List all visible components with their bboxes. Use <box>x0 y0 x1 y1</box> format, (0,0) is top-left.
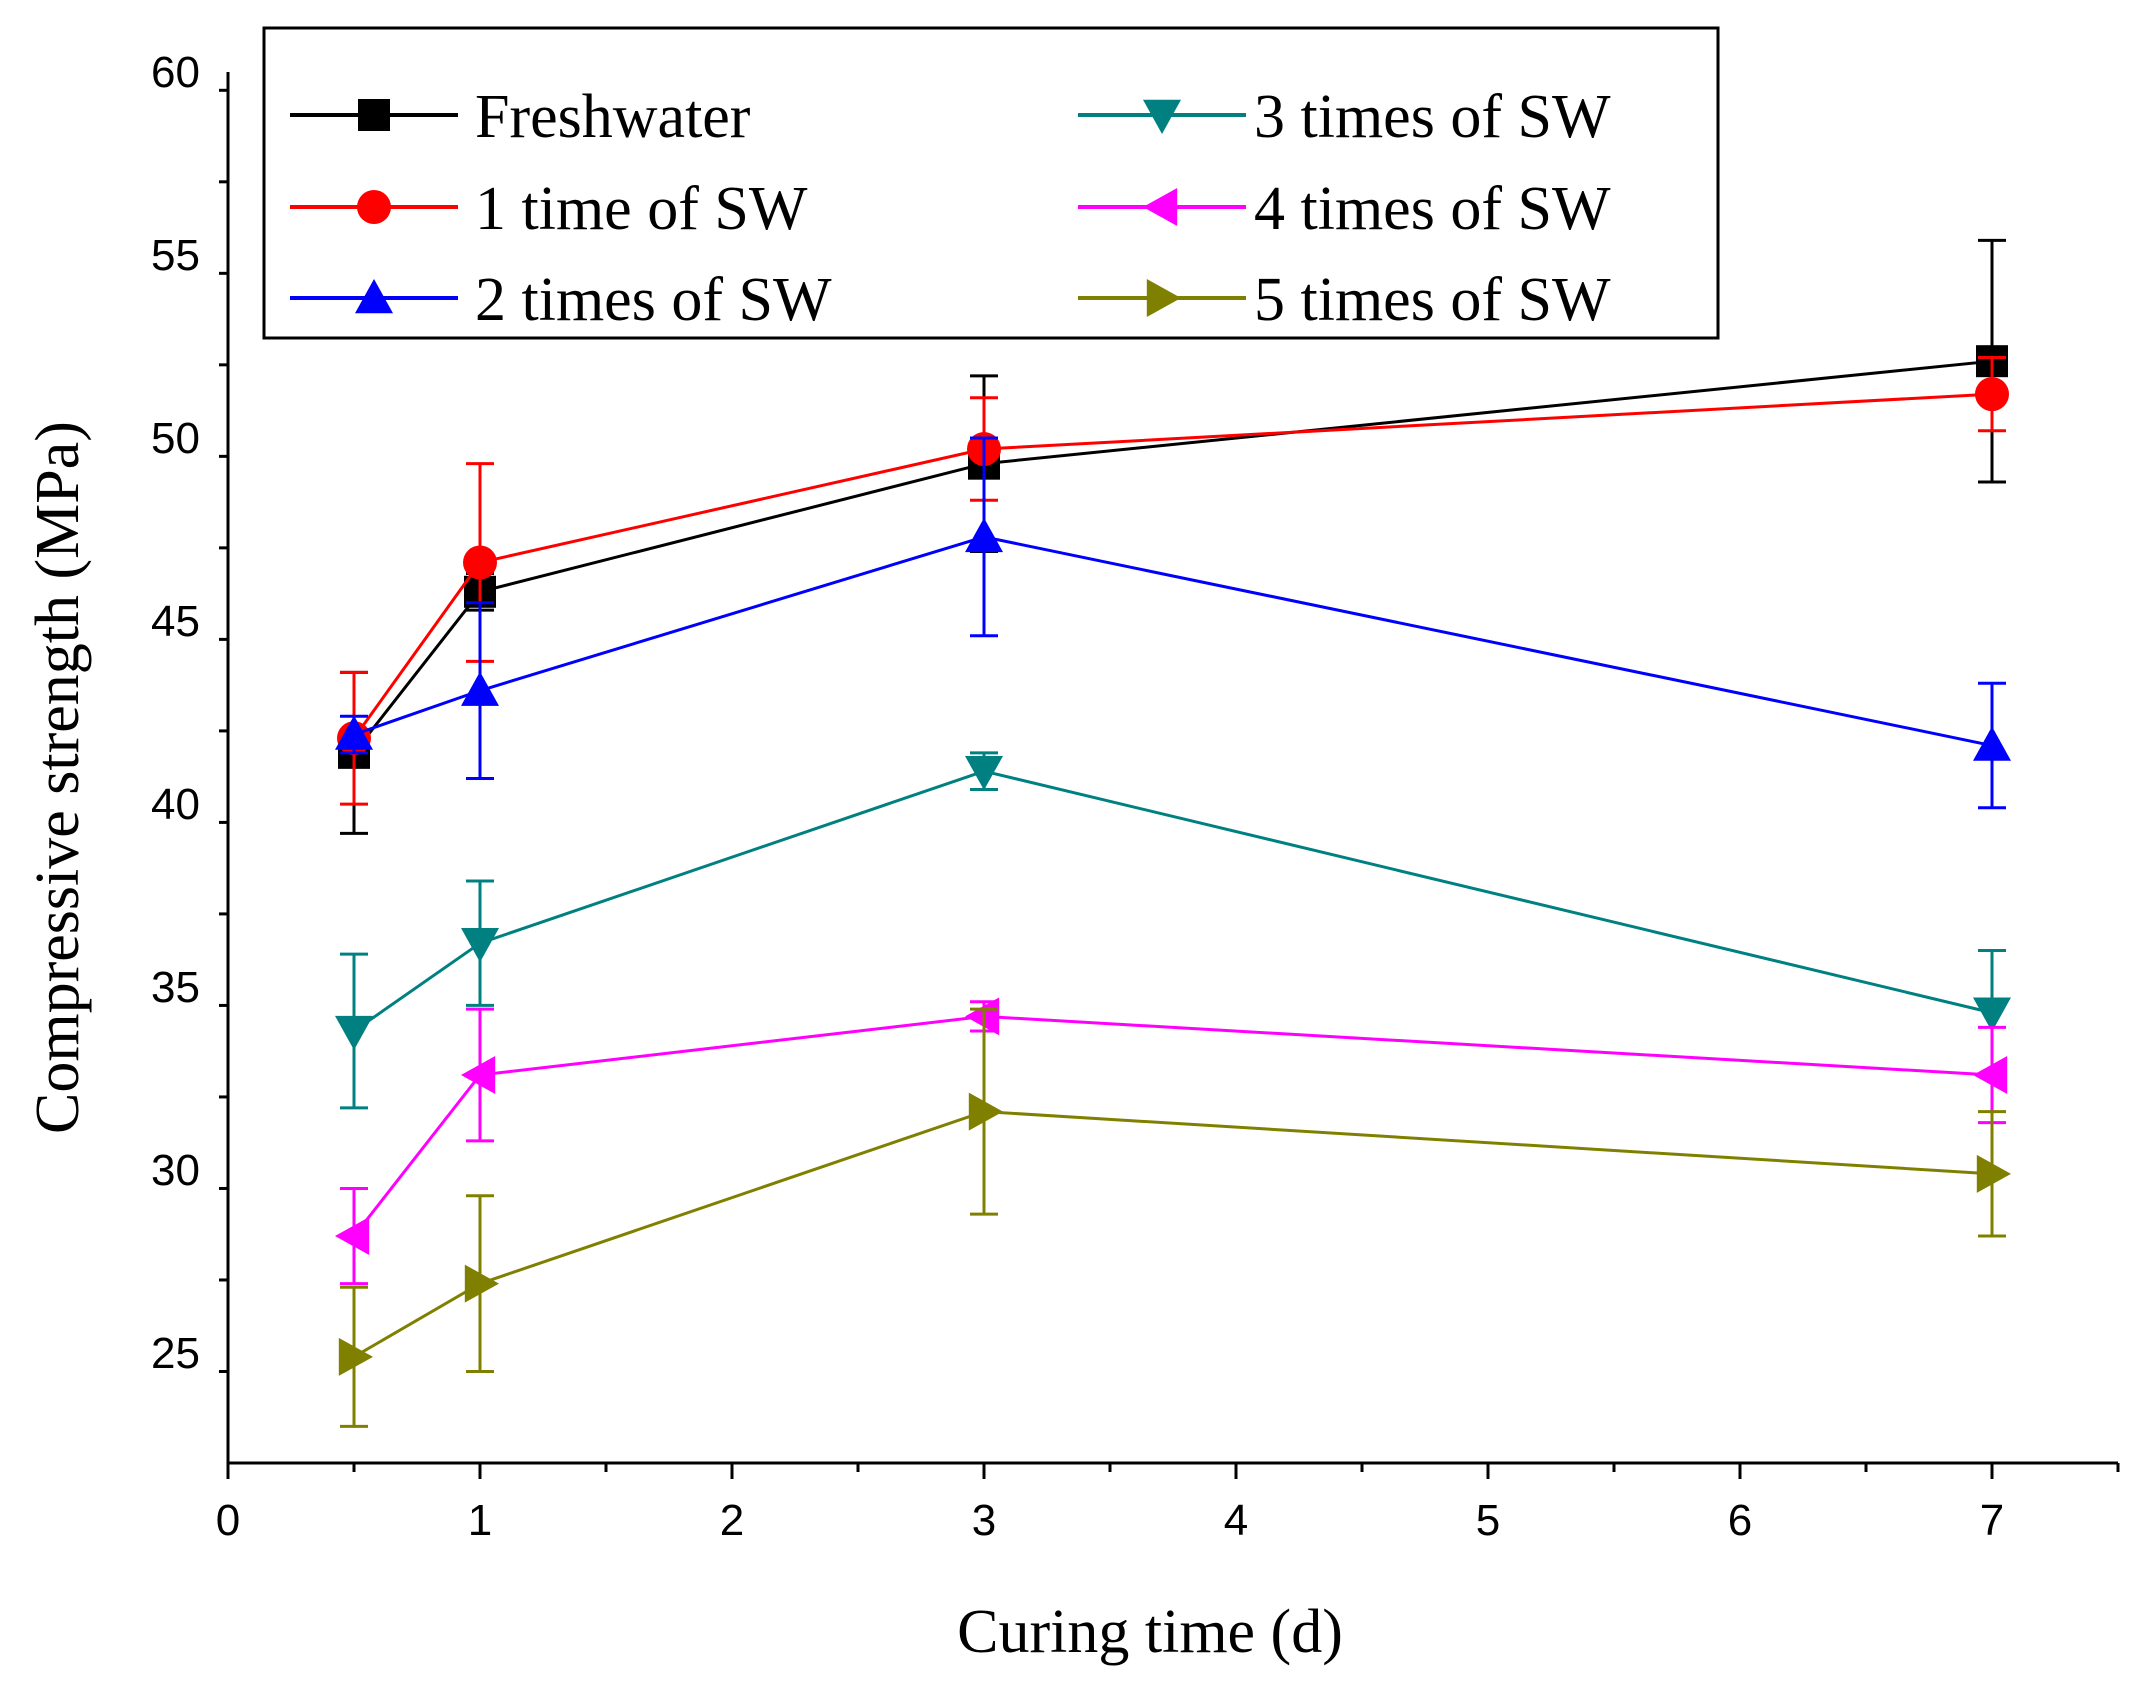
legend-label: 4 times of SW <box>1254 175 1611 243</box>
series-line-5 <box>353 1110 1993 1359</box>
legend-label: 2 times of SW <box>475 266 832 334</box>
data-point <box>1973 997 2011 1032</box>
series-layer <box>335 238 2011 1428</box>
legend-item-5: 5 times of SW <box>1078 266 1611 334</box>
data-point <box>1973 726 2011 761</box>
legend-label: Freshwater <box>475 83 751 151</box>
y-tick-label-50: 50 <box>151 414 200 463</box>
legend-marker <box>1143 188 1178 226</box>
data-point <box>335 1015 373 1051</box>
legend: Freshwater 1 time of SW 2 times of SW 3 tim… <box>262 26 1720 340</box>
x-tick-label-5: 5 <box>1476 1496 1500 1545</box>
series-5 <box>338 1007 2011 1428</box>
x-tick-label-0: 0 <box>216 1496 240 1545</box>
series-line-0 <box>352 359 1993 754</box>
y-tick-label-45: 45 <box>151 597 200 646</box>
series-line-3 <box>353 769 1993 1033</box>
data-point <box>461 1055 496 1094</box>
data-point <box>1975 377 2009 412</box>
data-point <box>1973 1055 2008 1094</box>
series-2 <box>335 436 2011 810</box>
data-point <box>461 928 499 963</box>
legend-label: 1 time of SW <box>475 175 808 243</box>
legend-label: 3 times of SW <box>1254 83 1611 151</box>
x-tick-label-4: 4 <box>1224 1496 1248 1545</box>
series-line-2 <box>353 535 1993 748</box>
data-point <box>968 1092 1003 1131</box>
data-point <box>463 545 497 580</box>
legend-marker <box>1143 99 1181 134</box>
series-3 <box>335 751 2011 1110</box>
series-4 <box>335 997 2008 1286</box>
x-tick-label-6: 6 <box>1728 1496 1752 1545</box>
data-point <box>461 671 499 706</box>
legend-item-2: 2 times of SW <box>290 266 832 334</box>
data-point <box>338 1337 373 1376</box>
data-point <box>965 517 1003 553</box>
x-axis-title: Curing time (d) <box>957 1598 1343 1666</box>
y-tick-label-40: 40 <box>151 780 200 829</box>
series-line-1 <box>352 392 1993 740</box>
legend-marker <box>1146 279 1181 317</box>
legend-marker <box>358 99 390 131</box>
legend-item-0: Freshwater <box>290 83 751 151</box>
legend-item-3: 3 times of SW <box>1078 83 1611 151</box>
x-tick-label-1: 1 <box>468 1496 492 1545</box>
data-point <box>1976 1154 2011 1193</box>
x-tick-label-2: 2 <box>720 1496 744 1545</box>
series-line-4 <box>352 1014 1993 1237</box>
legend-marker <box>357 190 391 224</box>
data-point <box>335 1217 370 1256</box>
y-axis-title: Compressive strength (MPa) <box>24 421 92 1134</box>
data-point <box>965 997 1000 1036</box>
legend-box <box>262 26 1720 340</box>
legend-label: 5 times of SW <box>1254 266 1611 334</box>
y-tick-label-55: 55 <box>151 231 200 280</box>
x-tick-label-7: 7 <box>1980 1496 2004 1545</box>
data-point <box>335 715 373 750</box>
y-tick-label-30: 30 <box>151 1146 200 1195</box>
legend-item-4: 4 times of SW <box>1078 175 1611 243</box>
data-point <box>965 755 1003 791</box>
y-tick-label-25: 25 <box>151 1329 200 1378</box>
y-tick-label-35: 35 <box>151 963 200 1012</box>
series-1 <box>337 356 2009 806</box>
y-tick-label-60: 60 <box>151 48 200 97</box>
legend-item-1: 1 time of SW <box>290 175 808 243</box>
x-tick-label-3: 3 <box>972 1496 996 1545</box>
data-point <box>464 1264 499 1303</box>
legend-marker <box>355 279 393 314</box>
